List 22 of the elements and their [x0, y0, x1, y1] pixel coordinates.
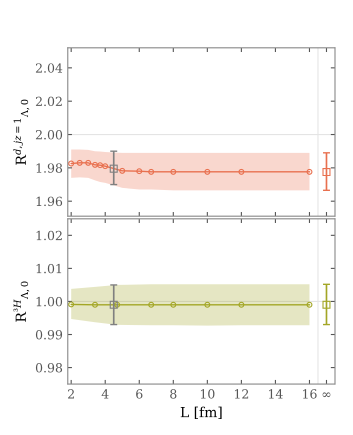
y-axis-title: R$^{d,jz=1}$$_{Λ,0}$ — [13, 100, 30, 165]
y-tick-label: 1.00 — [36, 296, 62, 306]
x-tick-label: 6 — [136, 389, 142, 399]
y-tick-label: 1.98 — [36, 163, 62, 173]
x-tick-label: 8 — [170, 389, 176, 399]
x-tick-label: 4 — [102, 389, 109, 398]
x-tick-label: 10 — [200, 389, 214, 399]
y-tick-label: 0.99 — [36, 330, 62, 340]
x-tick-label: 2 — [68, 389, 74, 398]
y-tick-label: 1.02 — [36, 230, 62, 240]
x-axis-title: L [fm] — [180, 406, 222, 420]
x-tick-label: 12 — [234, 389, 248, 398]
x-tick-label: ∞ — [322, 392, 330, 398]
y-tick-label: 2.00 — [36, 130, 62, 140]
y-tick-label: 2.04 — [36, 63, 62, 73]
y-axis-title: R$^{³H}$$_{Λ,0}$ — [14, 282, 30, 322]
y-tick-label: 1.01 — [36, 264, 62, 274]
y-tick-label: 1.96 — [36, 196, 62, 206]
y-tick-label: 2.02 — [36, 96, 62, 106]
y-tick-label: 0.98 — [36, 363, 62, 372]
x-tick-label: 14 — [269, 389, 283, 398]
x-tick-label: 16 — [303, 389, 317, 399]
